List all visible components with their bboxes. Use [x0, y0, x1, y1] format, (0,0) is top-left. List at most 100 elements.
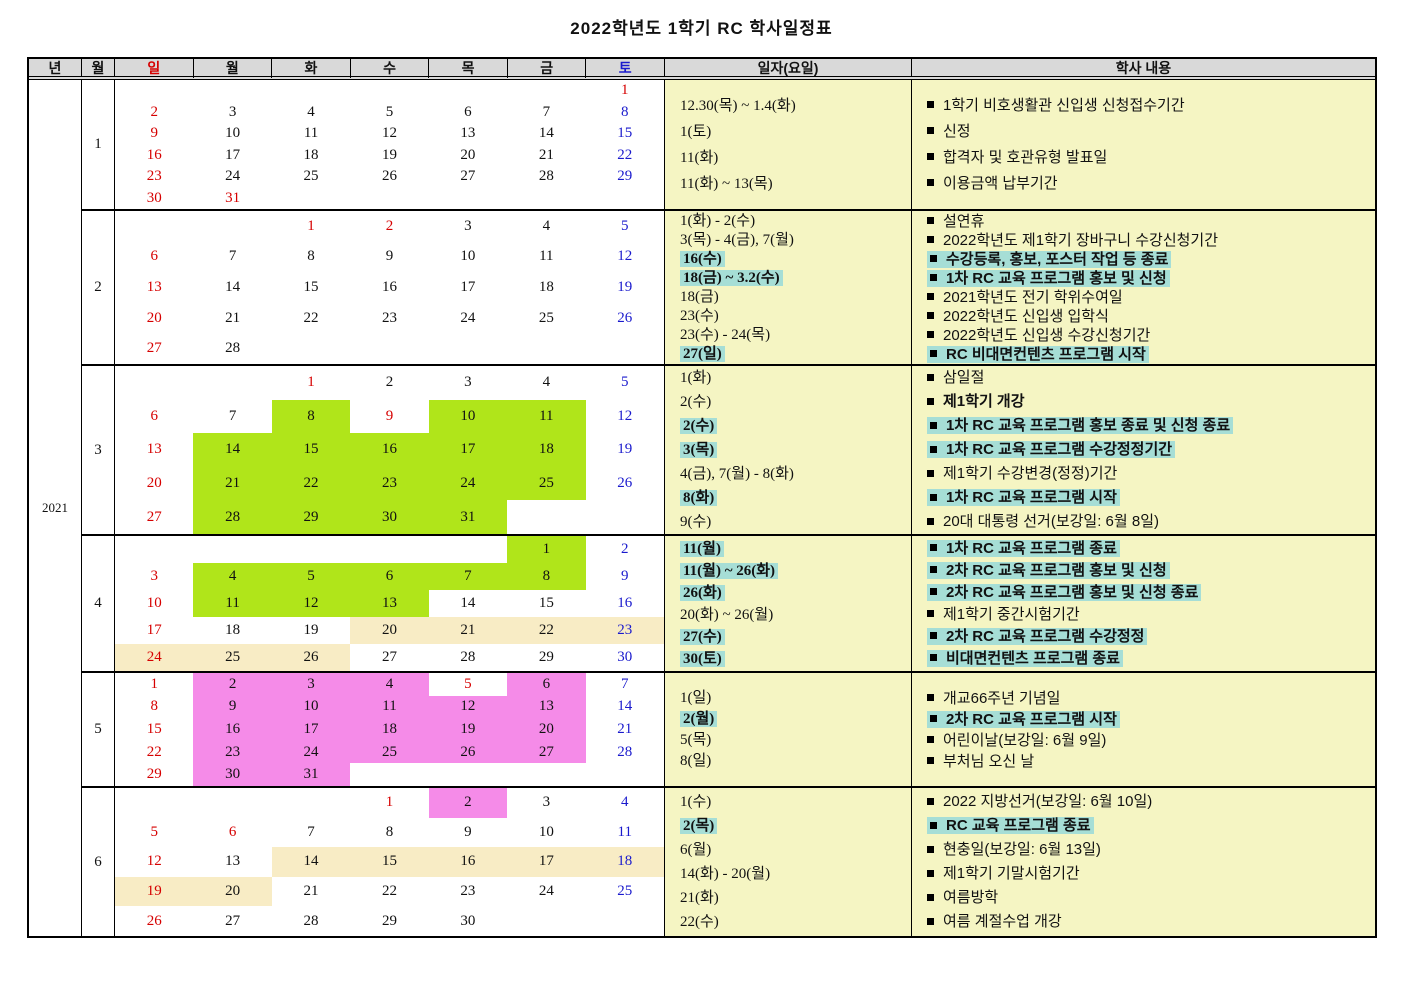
calendar-day-cell: 10: [507, 818, 585, 848]
day-number: 30: [381, 508, 397, 525]
calendar-day-cell: [193, 788, 271, 818]
day-number: 25: [303, 168, 319, 185]
header-month: 월: [82, 59, 115, 76]
calendar-day-cell: 13: [115, 272, 193, 303]
day-number: 25: [225, 649, 241, 665]
day-number: 23: [617, 622, 633, 638]
header-weekday-sat: 토: [618, 59, 632, 76]
bullet-icon: [930, 588, 937, 596]
calendar-day-cell: [507, 906, 585, 936]
event-text: 현충일(보강일: 6월 13일): [927, 841, 1101, 858]
day-number: 20: [460, 146, 476, 163]
day-number: 3: [228, 103, 237, 120]
day-number: 3: [307, 675, 315, 692]
bullet-icon: [930, 715, 937, 723]
day-number: 16: [617, 595, 633, 611]
calendar-day-cell: 8: [115, 696, 193, 719]
date-column: 12.30(목) ~ 1.4(화) 1(토) 11(화) 11(화) ~ 13(목): [665, 80, 912, 209]
bullet-icon: [927, 610, 934, 618]
event-date: 6(월): [680, 842, 712, 858]
calendar-day-cell: 22: [350, 877, 428, 907]
calendar-day-cell: [507, 188, 585, 210]
day-number: 24: [460, 475, 476, 492]
day-number: 12: [460, 698, 476, 715]
day-number: 19: [381, 146, 397, 163]
calendar-day-cell: 23: [350, 303, 428, 334]
bullet-icon: [927, 236, 934, 244]
day-number: 14: [225, 441, 241, 458]
calendar-day-cell: 21: [586, 718, 664, 741]
bullet-icon: [927, 127, 934, 135]
day-number: 15: [538, 595, 554, 611]
event-text: 2022학년도 신입생 입학식: [927, 308, 1109, 325]
calendar-day-cell: 17: [429, 272, 507, 303]
header-date-col: 일자(요일): [665, 59, 912, 76]
calendar-day-cell: 10: [428, 399, 508, 434]
calendar-day-cell: 15: [271, 433, 351, 467]
bullet-icon: [930, 544, 937, 552]
event-content-line: 비대면컨텐츠 프로그램 종료: [927, 648, 1375, 670]
day-number: 23: [381, 309, 397, 326]
calendar-day-cell: [350, 763, 428, 786]
calendar-day-cell: 3: [193, 102, 271, 124]
event-date-line: 3(목): [680, 438, 911, 462]
month-calendar: 1 2 3 4 5 6 7 8 9 10 11 12 13 14 15 16 17 18 19 20 21 22 23 24 2…: [115, 211, 665, 364]
day-number: 11: [617, 823, 632, 840]
day-number: 20: [381, 622, 397, 638]
event-date-line: 30(토): [680, 648, 911, 670]
date-column: 1(수) 2(목) 6(월) 14(화) - 20(월) 21(화) 22(수): [665, 788, 912, 936]
calendar-day-cell: [272, 333, 350, 364]
event-content-line: 2차 RC 교육 프로그램 시작: [927, 709, 1375, 730]
header-weekday-mon: 월: [194, 57, 273, 78]
event-date-line: 11(월): [680, 538, 911, 560]
bullet-icon: [927, 217, 934, 225]
calendar-day-cell: 4: [272, 102, 350, 124]
event-text-label: 제1학기 개강: [943, 393, 1025, 410]
calendar-day-cell: 29: [350, 906, 428, 936]
bullet-icon: [927, 312, 934, 320]
day-number: 5: [385, 103, 394, 120]
calendar-day-cell: 28: [193, 333, 271, 364]
calendar-day-cell: 7: [507, 102, 585, 124]
event-text-label: 2021학년도 전기 학위수여일: [943, 288, 1123, 306]
calendar-day-cell: [586, 763, 664, 786]
calendar-day-cell: 20: [507, 718, 586, 741]
day-number: 14: [303, 853, 319, 870]
calendar-day-cell: 16: [586, 590, 664, 617]
calendar-day-cell: 5: [350, 102, 428, 124]
event-text-label: 제1학기 기말시험기간: [943, 865, 1080, 882]
event-text-label: 여름방학: [943, 889, 999, 906]
calendar-day-cell: 21: [428, 617, 508, 644]
event-content-line: 2022학년도 제1학기 장바구니 수강신청기간: [927, 231, 1375, 250]
event-text-label: 2차 RC 교육 프로그램 수강정정: [946, 627, 1145, 645]
header-weekday-sun: 일: [115, 57, 194, 78]
calendar-day-cell: 18: [350, 718, 429, 741]
day-number: 13: [146, 441, 162, 458]
event-content-line: 제1학기 개강: [927, 390, 1375, 414]
page-title: 2022학년도 1학기 RC 학사일정표: [570, 19, 833, 38]
event-content-line: 신정: [927, 119, 1375, 145]
calendar-day-cell: 8: [350, 818, 428, 848]
day-number: 23: [460, 883, 476, 900]
calendar-week-row: 1 2 3 4 5 6 7: [115, 673, 664, 696]
day-number: 9: [150, 125, 158, 142]
calendar-day-cell: [350, 188, 428, 210]
calendar-day-cell: 1: [272, 211, 350, 242]
day-number: 8: [307, 407, 315, 424]
content-column: 개교66주년 기념일 2차 RC 교육 프로그램 시작 어린이날(보강일: 6월 9…: [912, 673, 1375, 786]
day-number: 7: [464, 568, 472, 584]
calendar-day-cell: [272, 80, 350, 102]
month-calendar: 1 2 3 4 5 6 7 8 9 10 11 12 13 14 15 16 17 18 19 20 21 22 23 24 2…: [115, 536, 665, 671]
calendar-day-cell: [586, 333, 664, 364]
day-number: 28: [617, 743, 633, 760]
event-text: 이용금액 납부기간: [927, 175, 1058, 192]
day-number: 26: [303, 649, 319, 665]
calendar-day-cell: 3: [507, 788, 585, 818]
day-number: 26: [381, 168, 397, 185]
month-number: 4: [82, 536, 115, 671]
event-date-line: 5(목): [680, 730, 911, 751]
event-content-line: 어린이날(보강일: 6월 9일): [927, 730, 1375, 751]
calendar-day-cell: 6: [115, 400, 193, 434]
calendar-day-cell: 1: [272, 366, 350, 400]
calendar-day-cell: [350, 80, 428, 102]
